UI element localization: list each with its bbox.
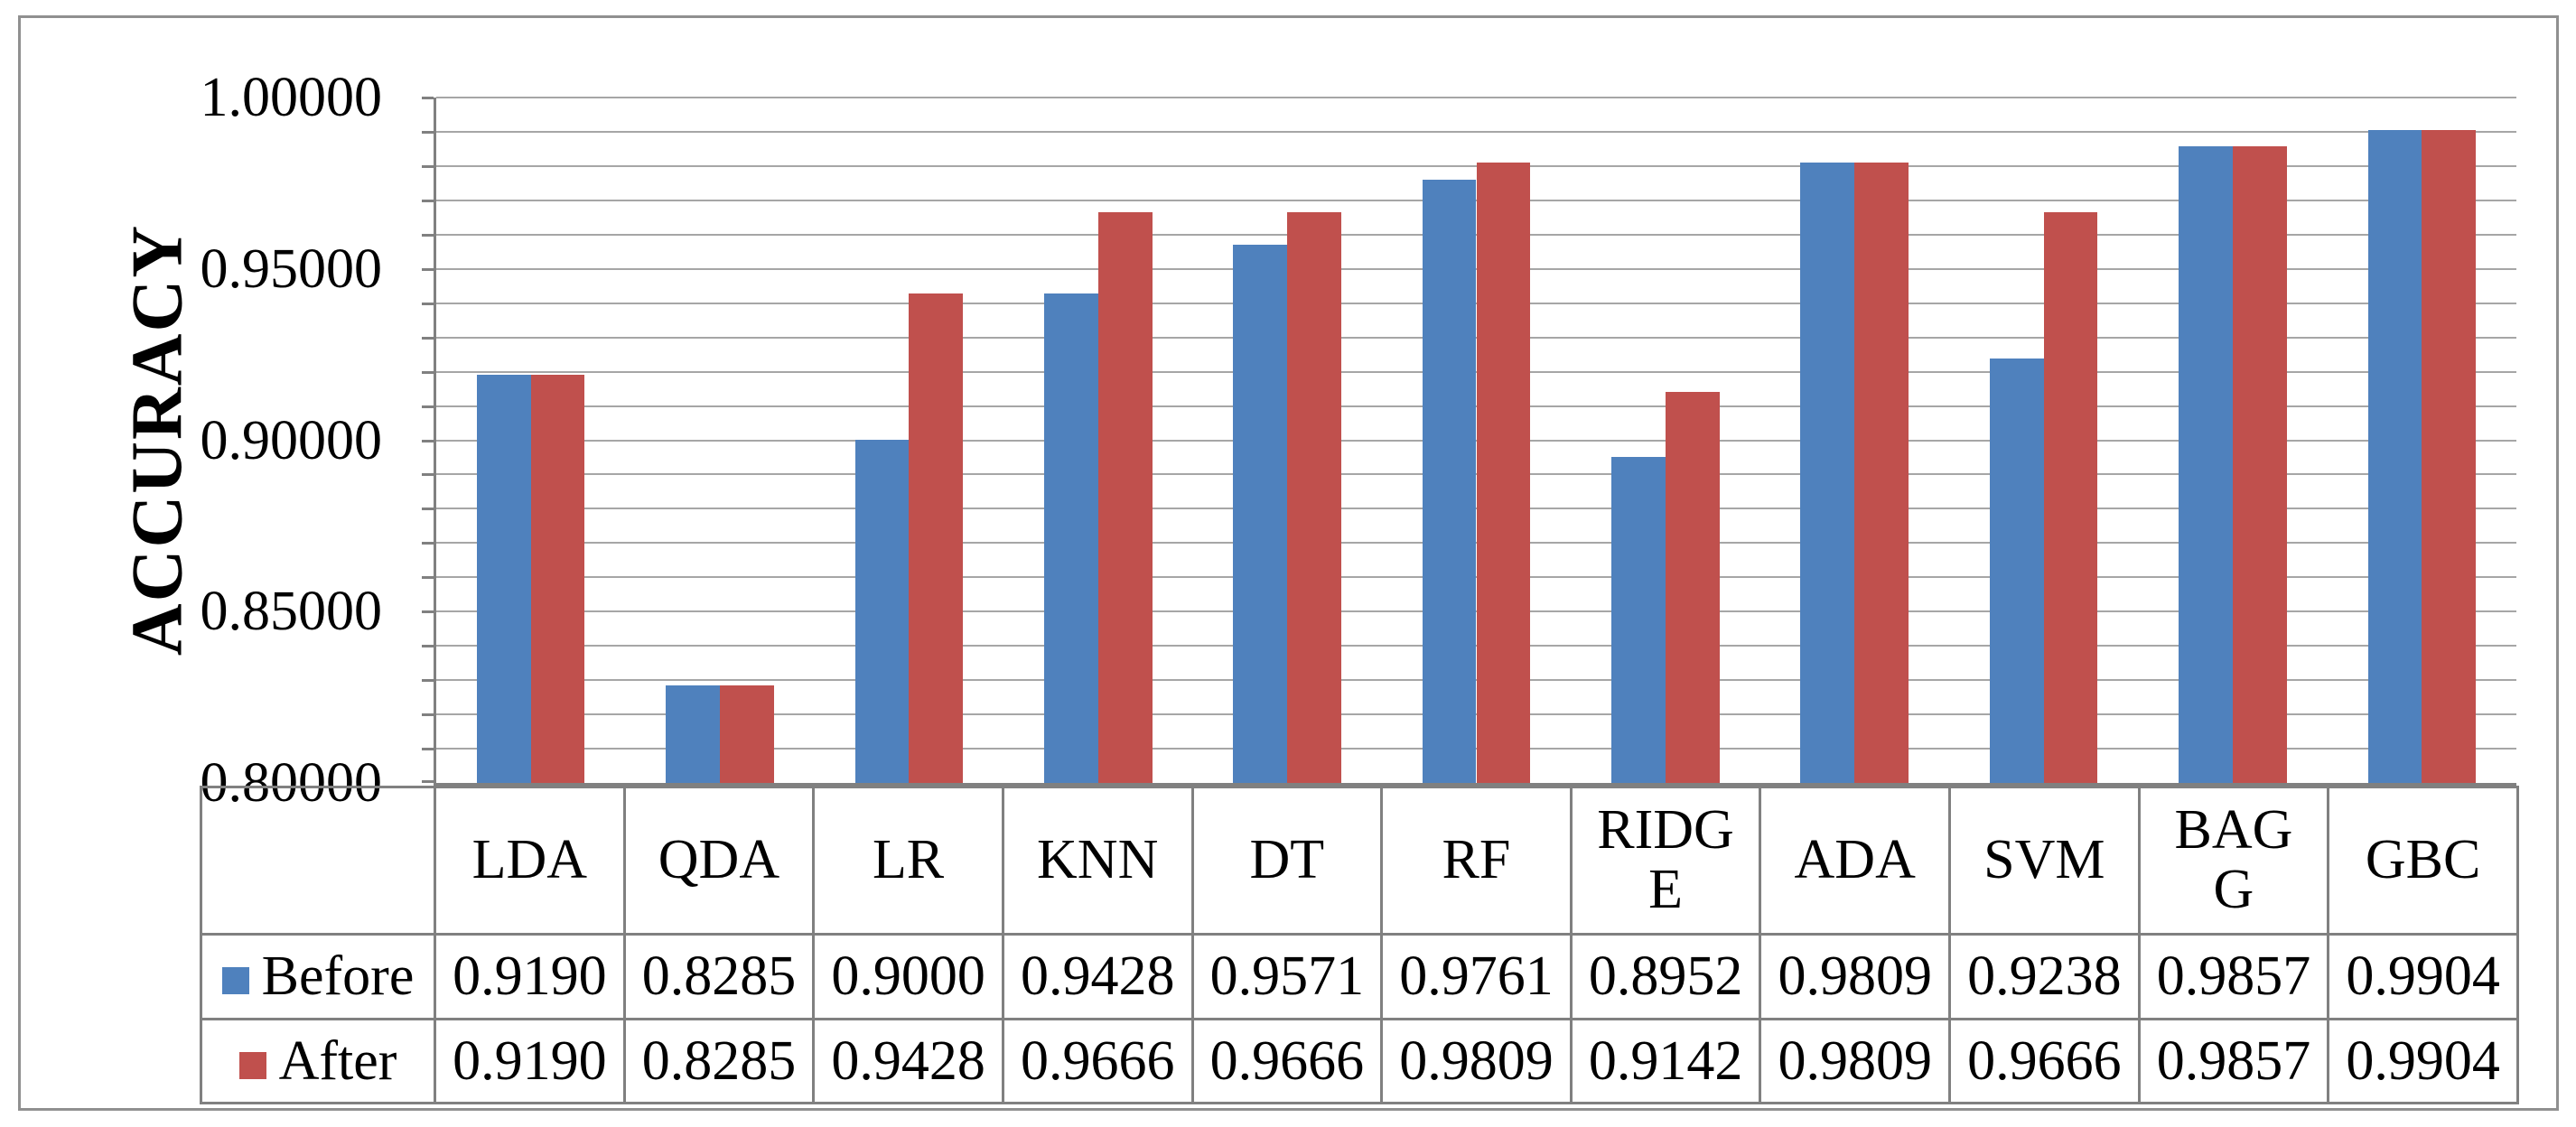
- y-axis-tick: [422, 713, 434, 716]
- category-header-rf: RF: [1380, 786, 1573, 936]
- bar-before-gbc: [2367, 130, 2422, 783]
- table-corner-spacer: [200, 786, 436, 936]
- category-header-gbc: GBC: [2327, 786, 2519, 936]
- plot-area: [422, 97, 2516, 786]
- value-cell-after-knn: 0.9666: [1001, 1018, 1194, 1104]
- category-header-dt: DT: [1190, 786, 1384, 936]
- bar-after-ridge: [1665, 392, 1720, 783]
- y-axis-tick: [422, 508, 434, 510]
- chart-border-frame: ACCURACY 1.00000 0.95000 0.90000 0.85000 0.8…: [18, 15, 2559, 1111]
- value-cell-before-rf: 0.9761: [1380, 933, 1573, 1020]
- legend-label: Before: [261, 945, 415, 1007]
- data-table-with-legend: LDA QDA LR KNN DT RF RIDG E ADA SVM BAG G GBC Befor…: [200, 786, 2519, 1104]
- bar-before-lr: [854, 440, 910, 783]
- category-header-ridge: RIDG E: [1569, 786, 1762, 936]
- y-axis-tick: [422, 542, 434, 545]
- value-cell-after-lr: 0.9428: [812, 1018, 1004, 1104]
- legend-cell-after: After: [200, 1018, 436, 1104]
- legend-cell-before: Before: [200, 933, 436, 1020]
- bar-after-lr: [909, 293, 964, 783]
- value-cell-before-svm: 0.9238: [1948, 933, 2141, 1020]
- y-axis-tick: [422, 200, 434, 202]
- y-axis-tick: [422, 371, 434, 374]
- y-axis-tick: [422, 131, 434, 134]
- value-cell-before-lda: 0.9190: [434, 933, 626, 1020]
- category-header-ada: ADA: [1759, 786, 1951, 936]
- y-axis-tick: [422, 234, 434, 237]
- category-header-svm: SVM: [1948, 786, 2141, 936]
- bar-after-dt: [1287, 212, 1341, 783]
- value-cell-before-gbc: 0.9904: [2327, 933, 2519, 1020]
- y-axis-tick: [422, 268, 434, 271]
- bar-after-bagg: [2232, 146, 2287, 783]
- value-cell-before-knn: 0.9428: [1001, 933, 1194, 1020]
- bar-before-dt: [1233, 245, 1288, 783]
- y-axis-tick-label: 0.85000: [200, 581, 383, 643]
- gridline: [436, 131, 2516, 133]
- bar-before-bagg: [2179, 146, 2233, 783]
- gridline: [436, 97, 2516, 98]
- bar-after-lda: [530, 375, 585, 783]
- table-row-after: After 0.9190 0.8285 0.9428 0.9666 0.9666 0.980…: [200, 1018, 2519, 1104]
- bar-after-rf: [1476, 163, 1531, 783]
- y-axis-tick: [422, 440, 434, 442]
- value-cell-before-bagg: 0.9857: [2137, 933, 2330, 1020]
- y-axis-tick: [422, 405, 434, 408]
- y-axis-tick-label: 0.90000: [200, 409, 383, 471]
- bar-before-rf: [1422, 180, 1477, 783]
- category-header-lda: LDA: [434, 786, 626, 936]
- value-cell-before-ada: 0.9809: [1759, 933, 1951, 1020]
- y-axis-tick: [422, 337, 434, 340]
- y-axis-tick: [422, 473, 434, 476]
- value-cell-after-svm: 0.9666: [1948, 1018, 2141, 1104]
- y-axis-tick: [422, 576, 434, 579]
- legend-label: After: [278, 1029, 397, 1092]
- bar-before-knn: [1043, 293, 1098, 783]
- y-axis-tick: [422, 165, 434, 168]
- value-cell-before-qda: 0.8285: [622, 933, 816, 1020]
- category-header-lr: LR: [812, 786, 1004, 936]
- value-cell-after-gbc: 0.9904: [2327, 1018, 2519, 1104]
- bar-after-qda: [720, 685, 774, 783]
- value-cell-after-bagg: 0.9857: [2137, 1018, 2330, 1104]
- y-axis-tick: [422, 303, 434, 305]
- value-cell-after-qda: 0.8285: [622, 1018, 816, 1104]
- table-row-before: Before 0.9190 0.8285 0.9000 0.9428 0.9571 0.97…: [200, 933, 2519, 1020]
- bar-after-gbc: [2422, 130, 2477, 783]
- y-axis-tick-label: 0.95000: [200, 238, 383, 300]
- category-header-bagg: BAG G: [2137, 786, 2330, 936]
- y-axis-tick: [422, 97, 434, 99]
- value-cell-after-dt: 0.9666: [1190, 1018, 1384, 1104]
- legend-swatch-after-icon: [238, 1051, 266, 1079]
- category-header-qda: QDA: [622, 786, 816, 936]
- y-axis-tick: [422, 748, 434, 750]
- y-axis-tick: [422, 610, 434, 613]
- value-cell-before-dt: 0.9571: [1190, 933, 1384, 1020]
- bar-after-svm: [2043, 212, 2098, 783]
- value-cell-after-ridge: 0.9142: [1569, 1018, 1762, 1104]
- value-cell-after-rf: 0.9809: [1380, 1018, 1573, 1104]
- value-cell-before-ridge: 0.8952: [1569, 933, 1762, 1020]
- y-axis-tick: [422, 645, 434, 647]
- bar-after-ada: [1854, 163, 1909, 783]
- y-axis-tick: [422, 780, 434, 783]
- bar-before-ridge: [1611, 457, 1666, 783]
- bar-before-qda: [666, 685, 721, 783]
- y-axis-tick-label: 1.00000: [200, 67, 383, 128]
- value-cell-after-lda: 0.9190: [434, 1018, 626, 1104]
- bar-before-svm: [1989, 359, 2044, 783]
- value-cell-after-ada: 0.9809: [1759, 1018, 1951, 1104]
- bar-before-ada: [1800, 163, 1855, 783]
- y-axis-tick: [422, 679, 434, 682]
- legend-swatch-before-icon: [221, 967, 249, 994]
- category-header-knn: KNN: [1001, 786, 1194, 936]
- bar-before-lda: [476, 375, 531, 783]
- bar-after-knn: [1097, 212, 1153, 783]
- value-cell-before-lr: 0.9000: [812, 933, 1004, 1020]
